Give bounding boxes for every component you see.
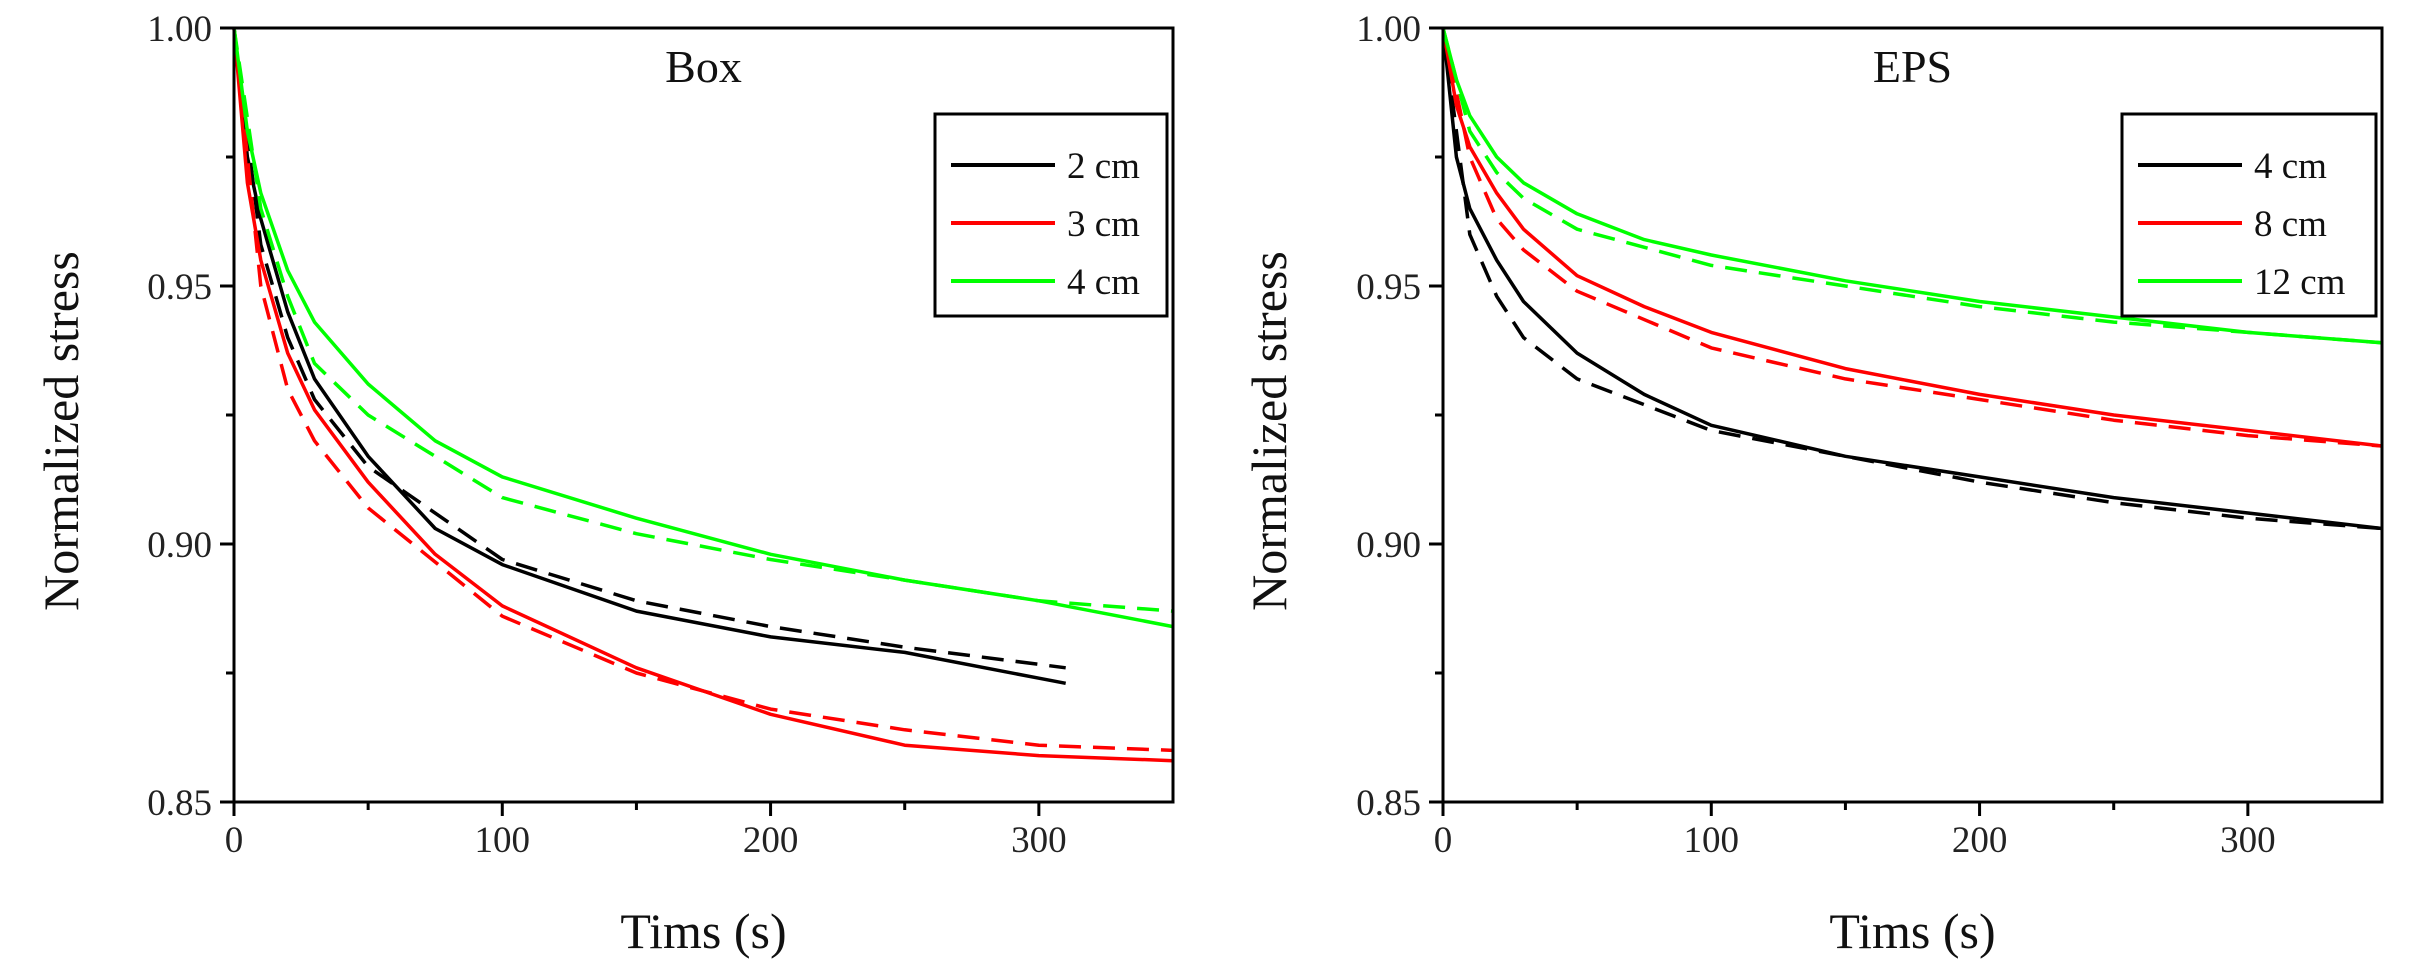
series-line-8-cm-fit <box>1441 27 2383 448</box>
y-tick-label: 0.90 <box>1356 525 1421 566</box>
y-tick-label: 0.95 <box>147 267 212 308</box>
series-line-4-cm-fit <box>232 27 1174 613</box>
legend-label: 12 cm <box>2254 262 2346 303</box>
y-tick-label: 0.85 <box>147 783 212 824</box>
legend: 4 cm 8 cm 12 cm <box>2120 112 2378 318</box>
y-tick-label: 1.00 <box>1356 9 1421 50</box>
series-line-8-cm <box>1441 27 2383 448</box>
series-line-12-cm <box>1441 27 2383 345</box>
series-line-3-cm-fit <box>232 27 1174 753</box>
y-axis-label: Normalized stress <box>33 251 89 611</box>
x-tick-label: 0 <box>1434 820 1453 861</box>
series-line-4-cm-fit <box>1441 27 2383 531</box>
x-tick-label: 0 <box>225 820 244 861</box>
x-axis-label: Tims (s) <box>620 903 786 959</box>
y-tick-label: 0.85 <box>1356 783 1421 824</box>
y-tick-label: 0.95 <box>1356 267 1421 308</box>
x-tick-label: 200 <box>743 820 799 861</box>
x-axis-label: Tims (s) <box>1829 903 1995 959</box>
x-tick-label: 300 <box>1011 820 1067 861</box>
x-tick-label: 100 <box>1684 820 1740 861</box>
series-line-3-cm <box>232 27 1174 763</box>
x-tick-label: 300 <box>2220 820 2276 861</box>
chart-title: Box <box>665 41 742 92</box>
series-line-2-cm-fit <box>232 27 1066 670</box>
series-line-12-cm-fit <box>1441 27 2383 345</box>
series-line-2-cm <box>232 27 1067 686</box>
x-tick-label: 100 <box>475 820 531 861</box>
y-tick-label: 0.90 <box>147 525 212 566</box>
legend: 2 cm 3 cm 4 cm <box>933 112 1169 318</box>
y-axis-label: Normalized stress <box>1241 251 1297 611</box>
legend-label: 3 cm <box>1067 204 1140 245</box>
series-line-4-cm <box>1441 27 2383 531</box>
chart-panel-box: Box 0 100 200 300 0.85 0.90 0.95 1.00 Tims (s) Nor… <box>33 9 1175 959</box>
chart-panel-eps: EPS 0 100 200 300 0.85 0.90 0.95 1.00 Tims (s) Nor… <box>1241 9 2384 959</box>
legend-label: 2 cm <box>1067 146 1140 187</box>
legend-label: 8 cm <box>2254 204 2327 245</box>
x-tick-label: 200 <box>1952 820 2008 861</box>
legend-label: 4 cm <box>1067 262 1140 303</box>
legend-label: 4 cm <box>2254 146 2327 187</box>
chart-title: EPS <box>1873 41 1952 92</box>
y-tick-label: 1.00 <box>147 9 212 50</box>
